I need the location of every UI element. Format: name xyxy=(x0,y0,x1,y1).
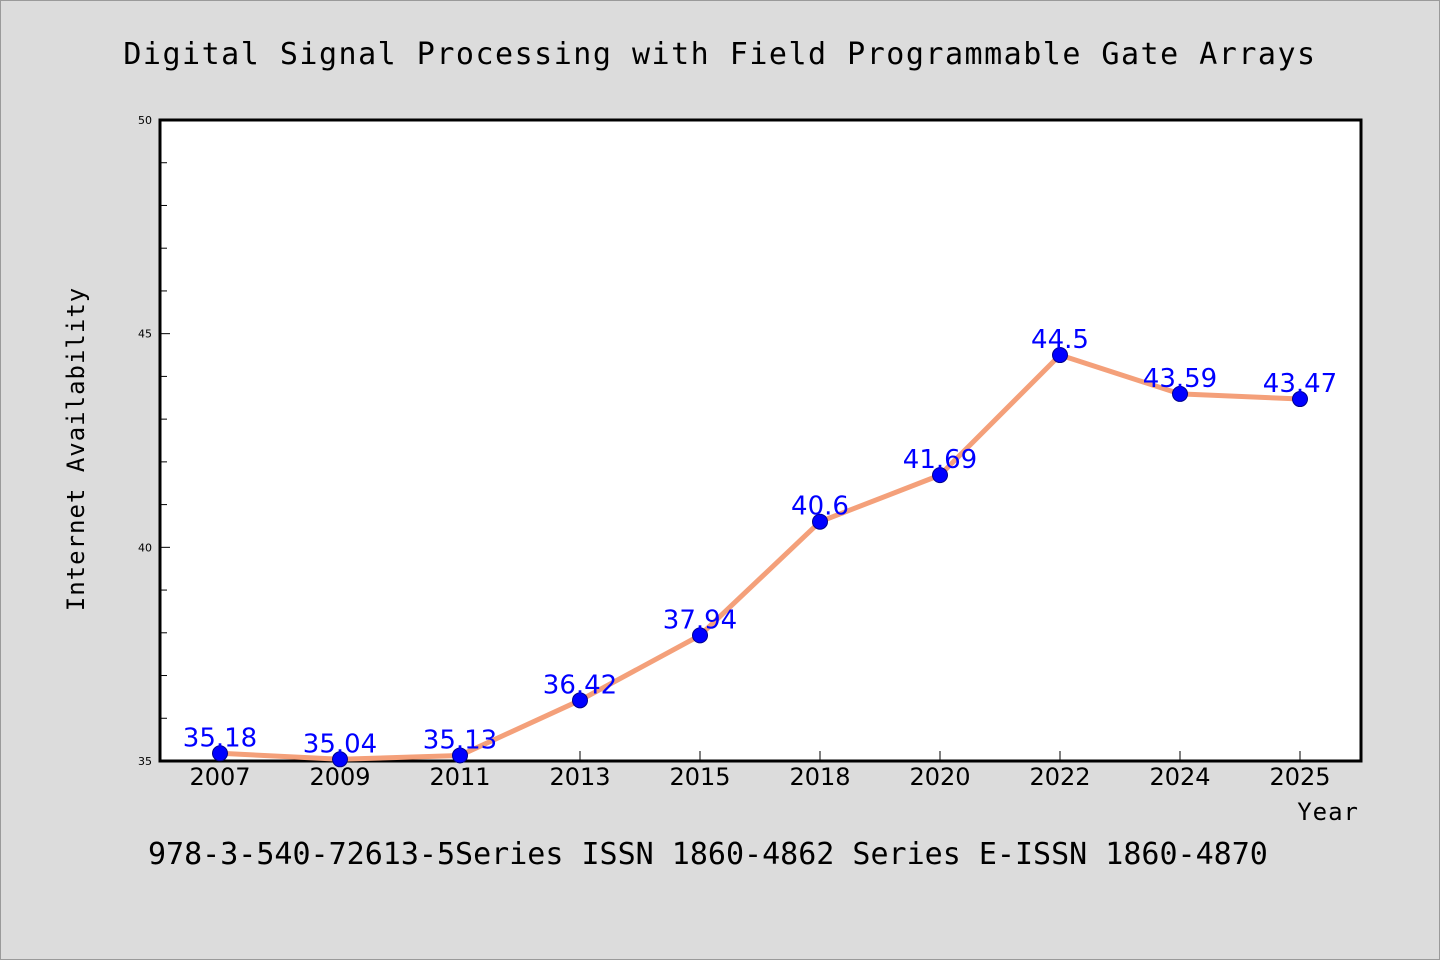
data-label: 35.18 xyxy=(183,723,257,753)
x-tick-label: 2015 xyxy=(669,763,730,791)
data-label: 40.6 xyxy=(791,492,849,522)
plot-area xyxy=(158,118,1363,763)
data-label: 44.5 xyxy=(1031,325,1089,355)
footer-text: 978-3-540-72613-5Series ISSN 1860-4862 S… xyxy=(148,837,1268,872)
x-axis: 2007 2009 2011 2013 2015 2018 2020 2022 2024 2025 xyxy=(189,751,1331,791)
data-point xyxy=(212,745,228,762)
x-tick-label: 2009 xyxy=(309,763,370,791)
x-tick-label: 2011 xyxy=(429,763,490,791)
y-axis: 35 40 45 50 xyxy=(138,114,170,768)
data-label: 35.04 xyxy=(303,729,377,759)
data-point xyxy=(932,467,948,484)
y-tick-label: 35 xyxy=(138,755,152,768)
data-point xyxy=(572,692,588,709)
series-markers xyxy=(212,347,1308,768)
series-line xyxy=(217,352,1303,762)
x-axis-label: Year xyxy=(1297,798,1359,826)
data-point xyxy=(692,627,708,644)
x-tick-label: 2013 xyxy=(549,763,610,791)
chart-title: Digital Signal Processing with Field Pro… xyxy=(123,37,1316,72)
x-tick-label: 2018 xyxy=(789,763,850,791)
x-tick-label: 2024 xyxy=(1149,763,1210,791)
data-point xyxy=(812,513,828,530)
data-point xyxy=(452,747,468,764)
data-label: 43.47 xyxy=(1263,369,1337,399)
y-tick-label: 40 xyxy=(138,541,152,554)
y-axis-label: Internet Availability xyxy=(62,287,90,611)
y-tick-label: 50 xyxy=(138,114,152,127)
x-tick-label: 2007 xyxy=(189,763,250,791)
x-tick-label: 2025 xyxy=(1269,763,1330,791)
data-label: 43.59 xyxy=(1143,364,1217,394)
data-labels: 35.18 35.04 35.13 36.42 37.94 40.6 41.69 44.5 43… xyxy=(183,325,1337,759)
data-point xyxy=(1052,347,1068,364)
x-tick-label: 2022 xyxy=(1029,763,1090,791)
data-label: 41.69 xyxy=(903,445,977,475)
data-label: 36.42 xyxy=(543,670,617,700)
data-point xyxy=(1172,385,1188,402)
x-tick-label: 2020 xyxy=(909,763,970,791)
y-tick-label: 45 xyxy=(138,328,152,341)
data-point xyxy=(332,751,348,768)
data-label: 37.94 xyxy=(663,605,737,635)
data-point xyxy=(1292,391,1308,408)
data-label: 35.13 xyxy=(423,725,497,755)
